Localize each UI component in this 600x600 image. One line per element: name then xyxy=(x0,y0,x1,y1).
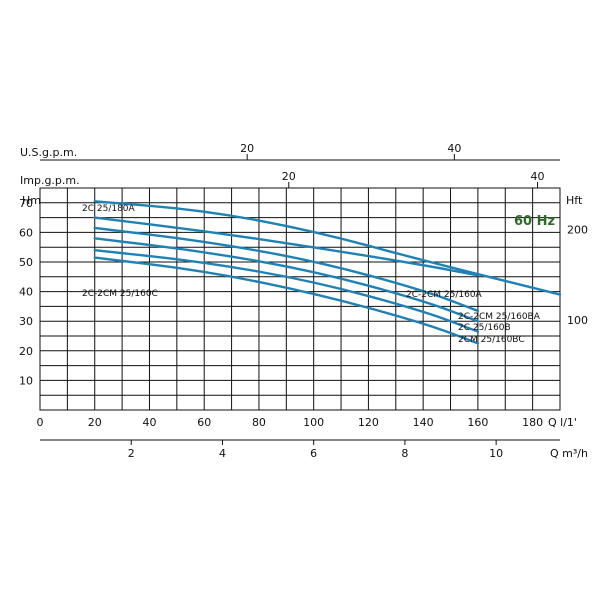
impgpm-label: Imp.g.p.m. xyxy=(20,174,80,187)
y-tick-label: 10 xyxy=(19,374,33,387)
usgpm-tick-label: 20 xyxy=(240,142,254,155)
x-tick-label: 40 xyxy=(142,416,156,429)
x-tick-label: 60 xyxy=(197,416,211,429)
x-tick-label: 180 xyxy=(522,416,543,429)
x-tick-label: 80 xyxy=(252,416,266,429)
y-tick-label: 70 xyxy=(19,197,33,210)
axis-lines xyxy=(39,154,561,445)
m3h-label: Q m³/h xyxy=(550,447,588,460)
impgpm-tick-label: 20 xyxy=(282,170,296,183)
secondary-y-axis-label: Hft xyxy=(566,194,583,207)
x-tick-label: 20 xyxy=(88,416,102,429)
pump-curves xyxy=(93,200,562,345)
x-axis-label: Q l/1' xyxy=(548,416,577,429)
secondary-y-tick-label: 200 xyxy=(567,224,588,237)
x-tick-label: 160 xyxy=(467,416,488,429)
y-tick-label: 60 xyxy=(19,226,33,239)
curve-label: 2CM 25/160BC xyxy=(458,335,525,345)
x-tick-label: 140 xyxy=(413,416,434,429)
curve-label: 2C 25/180A xyxy=(82,204,136,214)
m3h-tick-label: 8 xyxy=(401,447,408,460)
y-tick-label: 40 xyxy=(19,286,33,299)
frequency-label: 60 Hz xyxy=(514,214,555,229)
curve-label: 2C-2CM 25/160C xyxy=(82,289,158,299)
curve-2c-2cm-25/160a xyxy=(93,216,480,277)
impgpm-tick-label: 40 xyxy=(531,170,545,183)
y-tick-label: 30 xyxy=(19,315,33,328)
m3h-tick-label: 10 xyxy=(489,447,503,460)
curve-label: 2C-2CM 25/160BA xyxy=(458,312,541,322)
plot-frame xyxy=(39,187,561,411)
y-axis-label: Hm xyxy=(22,194,41,207)
curve-2c-25/180a xyxy=(93,200,562,296)
y-tick-label: 50 xyxy=(19,256,33,269)
curve-2c-2cm-25/160c xyxy=(93,256,480,345)
curve-2c-25/160b xyxy=(93,237,480,323)
x-tick-label: 0 xyxy=(37,416,44,429)
curve-label: 2C 25/160B xyxy=(458,323,511,333)
y-tick-label: 20 xyxy=(19,345,33,358)
curve-2cm-25/160bc xyxy=(93,248,480,333)
m3h-tick-label: 2 xyxy=(128,447,135,460)
m3h-tick-label: 4 xyxy=(219,447,226,460)
x-tick-label: 100 xyxy=(303,416,324,429)
curve-label: 2C-2CM 25/160A xyxy=(406,290,483,300)
m3h-tick-label: 6 xyxy=(310,447,317,460)
grid-lines xyxy=(40,188,560,410)
curve-2c-2cm-25/160ba xyxy=(93,226,480,313)
x-tick-label: 120 xyxy=(358,416,379,429)
secondary-y-tick-label: 100 xyxy=(567,314,588,327)
usgpm-tick-label: 40 xyxy=(447,142,461,155)
usgpm-label: U.S.g.p.m. xyxy=(20,146,77,159)
